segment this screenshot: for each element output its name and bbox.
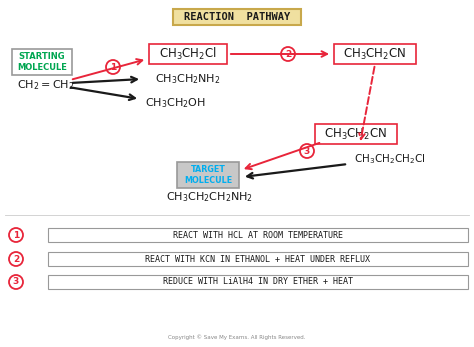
Text: 2: 2 (285, 50, 291, 59)
Text: CH$_3$CH$_2$NH$_2$: CH$_3$CH$_2$NH$_2$ (155, 72, 221, 86)
Text: CH$_3$CH$_2$OH: CH$_3$CH$_2$OH (146, 96, 207, 110)
Text: TARGET
MOLECULE: TARGET MOLECULE (184, 165, 232, 185)
FancyBboxPatch shape (149, 44, 227, 64)
FancyBboxPatch shape (334, 44, 416, 64)
Text: 1: 1 (13, 230, 19, 239)
FancyBboxPatch shape (48, 275, 468, 289)
Text: CH$_3$CH$_2$CH$_2$NH$_2$: CH$_3$CH$_2$CH$_2$NH$_2$ (166, 190, 254, 204)
FancyBboxPatch shape (177, 162, 239, 188)
Text: CH$_3$CH$_2$Cl: CH$_3$CH$_2$Cl (159, 46, 217, 62)
Text: CH$_3$CH$_2$CN: CH$_3$CH$_2$CN (324, 126, 388, 142)
FancyBboxPatch shape (12, 49, 72, 75)
Text: CH$_2$$=$CH$_2$: CH$_2$$=$CH$_2$ (17, 78, 75, 92)
Text: CH$_3$CH$_2$CN: CH$_3$CH$_2$CN (343, 46, 407, 61)
Text: Copyright © Save My Exams. All Rights Reserved.: Copyright © Save My Exams. All Rights Re… (168, 334, 306, 340)
Text: REDUCE WITH LiAlH4 IN DRY ETHER + HEAT: REDUCE WITH LiAlH4 IN DRY ETHER + HEAT (163, 278, 353, 287)
Text: CH$_3$CH$_2$CH$_2$Cl: CH$_3$CH$_2$CH$_2$Cl (354, 152, 426, 166)
FancyBboxPatch shape (173, 9, 301, 25)
FancyBboxPatch shape (48, 252, 468, 266)
Text: 1: 1 (110, 62, 116, 71)
Text: 2: 2 (13, 254, 19, 263)
Text: REACTION  PATHWAY: REACTION PATHWAY (184, 12, 290, 22)
Text: STARTING
MOLECULE: STARTING MOLECULE (17, 52, 67, 72)
Text: REACT WITH KCN IN ETHANOL + HEAT UNDER REFLUX: REACT WITH KCN IN ETHANOL + HEAT UNDER R… (146, 254, 371, 263)
FancyBboxPatch shape (315, 124, 397, 144)
Text: REACT WITH HCL AT ROOM TEMPERATURE: REACT WITH HCL AT ROOM TEMPERATURE (173, 230, 343, 239)
Text: 3: 3 (304, 146, 310, 155)
Text: 3: 3 (13, 278, 19, 287)
FancyBboxPatch shape (48, 228, 468, 242)
